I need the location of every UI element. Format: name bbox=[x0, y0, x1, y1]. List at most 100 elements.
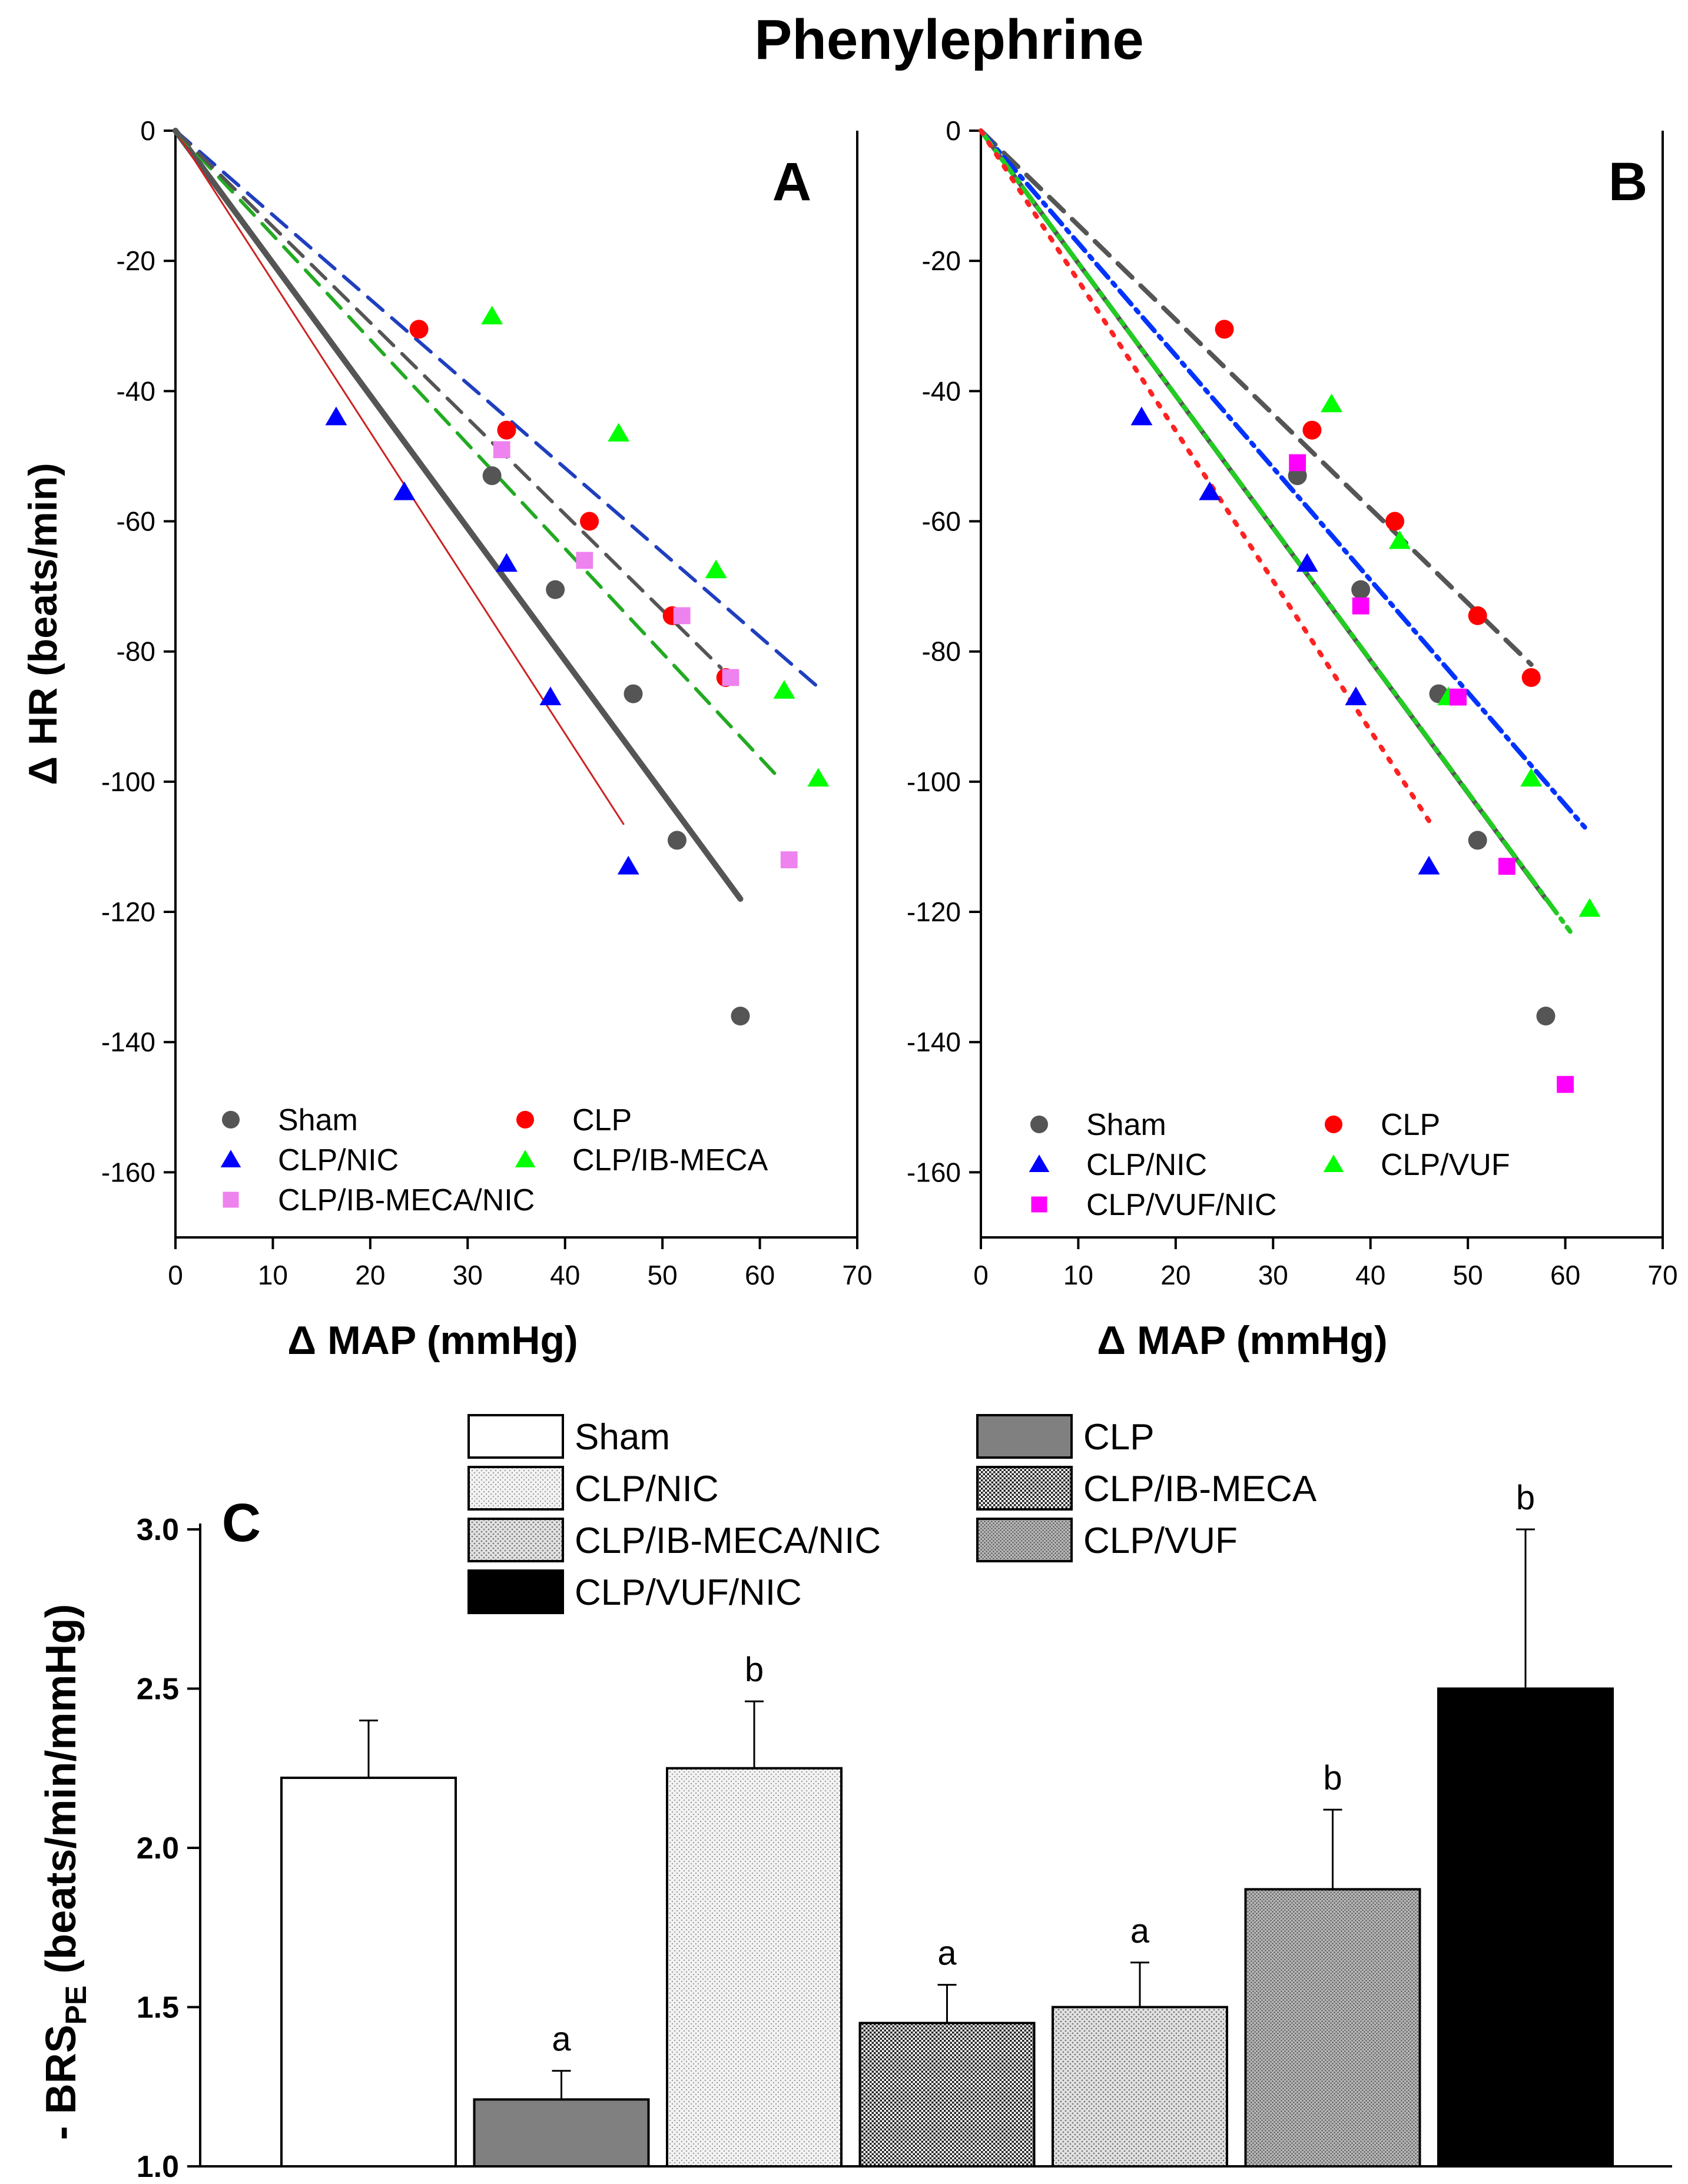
y-tick-label: -160 bbox=[101, 1157, 155, 1187]
data-point bbox=[481, 306, 503, 325]
data-point bbox=[1498, 858, 1515, 875]
data-point bbox=[1578, 898, 1601, 917]
bar bbox=[280, 1776, 457, 2168]
data-point bbox=[546, 580, 565, 599]
data-point bbox=[393, 481, 416, 500]
y-tick-label: -80 bbox=[117, 636, 155, 667]
legend-marker bbox=[1325, 1116, 1342, 1133]
y-tick-label: -100 bbox=[101, 766, 155, 797]
data-point bbox=[731, 1007, 750, 1025]
data-point bbox=[1215, 320, 1234, 339]
legend-swatch bbox=[467, 1466, 564, 1511]
data-point bbox=[576, 552, 593, 569]
y-tick-label: -60 bbox=[117, 506, 155, 537]
fit-line bbox=[174, 129, 723, 670]
legend-label: CLP/IB-MECA/NIC bbox=[575, 1521, 881, 1561]
data-point bbox=[493, 441, 510, 459]
data-point bbox=[624, 684, 643, 703]
legend-label: CLP/VUF/NIC bbox=[1086, 1188, 1277, 1222]
x-tick-label: 60 bbox=[745, 1260, 775, 1290]
y-tick-label: -100 bbox=[907, 766, 961, 797]
legend-swatch bbox=[467, 1414, 564, 1459]
x-tick-label: 30 bbox=[453, 1260, 483, 1290]
legend-label: CLP bbox=[1381, 1108, 1440, 1142]
y-tick-label: 0 bbox=[946, 115, 961, 146]
y-tick-label: -40 bbox=[922, 376, 961, 406]
fit-line bbox=[979, 128, 1573, 934]
legend-label: Sham bbox=[278, 1103, 358, 1137]
legend-label: CLP/VUF bbox=[1083, 1521, 1238, 1561]
x-tick-label: 70 bbox=[1647, 1260, 1677, 1290]
data-point bbox=[1418, 855, 1440, 875]
x-tick-label: 50 bbox=[648, 1260, 678, 1290]
legend-label: CLP/VUF bbox=[1381, 1148, 1510, 1182]
legend-label: Sham bbox=[575, 1417, 670, 1458]
data-point bbox=[1521, 668, 1541, 687]
y-tick-label: 3.0 bbox=[137, 1513, 179, 1547]
fit-line bbox=[979, 128, 1534, 667]
data-point bbox=[1296, 553, 1318, 572]
data-point bbox=[1468, 831, 1487, 850]
data-point bbox=[1520, 768, 1543, 787]
legend-marker bbox=[1030, 1116, 1048, 1133]
legend-label: CLP/IB-MECA bbox=[1083, 1469, 1317, 1509]
legend-swatch bbox=[976, 1518, 1073, 1562]
fit-line bbox=[174, 130, 625, 825]
data-point bbox=[1385, 512, 1405, 531]
legend-label: CLP/NIC bbox=[278, 1143, 399, 1177]
figure-title: Phenylephrine bbox=[754, 8, 1144, 71]
fit-line bbox=[173, 128, 744, 902]
x-tick-label: 40 bbox=[1355, 1260, 1385, 1290]
significance-label: b bbox=[1516, 1479, 1535, 1517]
bar bbox=[1244, 1888, 1421, 2168]
legend-marker bbox=[1323, 1154, 1344, 1172]
legend-marker bbox=[1031, 1196, 1047, 1213]
panel-a: 0 10 20 30 40 50 60 70 0 -20 -40 -60 -80 -100 -120 -140… bbox=[21, 115, 873, 1363]
data-point bbox=[482, 466, 502, 486]
bar bbox=[473, 2098, 650, 2168]
data-point bbox=[1302, 420, 1322, 440]
legend-label: Sham bbox=[1086, 1108, 1166, 1142]
fit-line bbox=[174, 129, 781, 781]
data-point bbox=[325, 406, 347, 426]
legend-swatch bbox=[976, 1414, 1073, 1459]
panel-b-points bbox=[1130, 320, 1601, 1093]
data-point bbox=[773, 680, 795, 699]
panel-b: 0 10 20 30 40 50 60 70 0 -20 -40 -60 -80 -100 -120 -140… bbox=[907, 115, 1678, 1363]
fit-line bbox=[979, 128, 1431, 824]
y-tick-label: -80 bbox=[922, 636, 961, 667]
data-point bbox=[409, 320, 429, 339]
bar bbox=[1437, 1687, 1614, 2168]
legend-label: CLP/IB-MECA/NIC bbox=[278, 1183, 535, 1217]
legend-label: CLP/VUF/NIC bbox=[575, 1572, 802, 1613]
legend-swatch bbox=[467, 1569, 564, 1614]
x-tick-label: 0 bbox=[973, 1260, 989, 1290]
panel-b-xlabel: Δ MAP (mmHg) bbox=[1097, 1318, 1387, 1363]
panel-c-ylabel: - BRSPE (beats/min/mmHg) bbox=[38, 1604, 92, 2140]
legend-label: CLP bbox=[1083, 1417, 1155, 1458]
legend-swatch bbox=[976, 1466, 1073, 1511]
y-tick-label: -120 bbox=[101, 897, 155, 927]
panel-c-label: C bbox=[222, 1493, 261, 1553]
significance-label: a bbox=[552, 2020, 571, 2059]
data-point bbox=[1199, 481, 1221, 500]
y-tick-label: 2.0 bbox=[137, 1831, 179, 1866]
panel-a-ylabel: Δ HR (beats/min) bbox=[21, 463, 65, 785]
data-point bbox=[1557, 1076, 1574, 1093]
y-tick-label: 1.0 bbox=[137, 2150, 179, 2184]
data-point bbox=[1352, 597, 1369, 615]
legend-label: CLP/NIC bbox=[575, 1469, 719, 1509]
data-point bbox=[1321, 393, 1343, 413]
y-tick-label: -120 bbox=[907, 897, 961, 927]
bar bbox=[858, 2022, 1036, 2168]
panel-b-axes: 0 10 20 30 40 50 60 70 0 -20 -40 -60 -80 -100 -120 -140… bbox=[907, 115, 1678, 1290]
legend-swatch bbox=[467, 1518, 564, 1562]
y-tick-label: 1.5 bbox=[137, 1991, 179, 2025]
data-point bbox=[705, 559, 727, 579]
data-point bbox=[1289, 454, 1306, 472]
data-point bbox=[497, 420, 516, 440]
bar bbox=[1052, 2006, 1228, 2168]
panel-c-legend: Sham CLP CLP/NIC CLP/IB-MECA CLP/IB-MECA/NIC… bbox=[467, 1414, 1317, 1614]
data-point bbox=[1388, 530, 1411, 549]
